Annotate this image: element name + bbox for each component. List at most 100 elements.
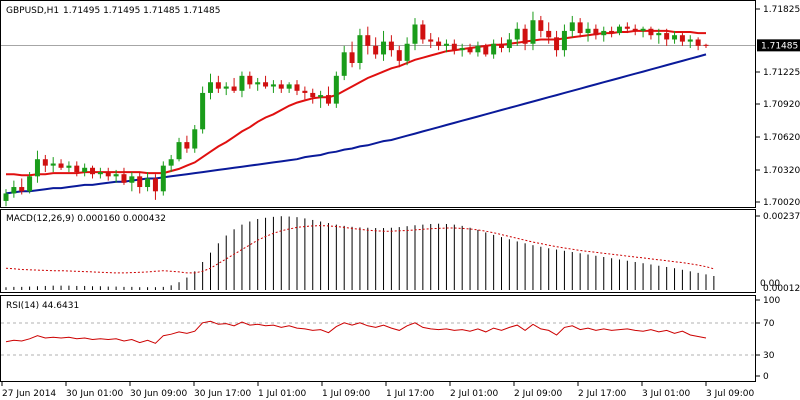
candle-body (325, 95, 331, 104)
candle-body (451, 43, 457, 51)
time-tick: 1 Jul 09:00 (322, 389, 371, 399)
candle-body (42, 159, 48, 166)
time-tick: 1 Jul 17:00 (386, 389, 435, 399)
candle-body (420, 24, 426, 40)
candle-body (585, 28, 591, 34)
candle-body (396, 50, 402, 61)
candle-body (168, 159, 174, 166)
candle-body (129, 176, 135, 183)
macd-signal-line (5, 225, 715, 274)
candle-body (656, 33, 662, 36)
price-axis: 1.71825 1.71225 1.70920 1.70620 1.70320 … (756, 5, 800, 208)
candle-body (648, 28, 654, 36)
rsi-axis: 100 70 30 0 (756, 296, 780, 382)
candle-body (286, 84, 292, 89)
macd-label: MACD(12,26,9) 0.000160 0.000432 (6, 214, 166, 224)
candle-body (34, 159, 40, 177)
time-tick: 30 Jun 01:00 (66, 389, 123, 399)
candle-body (475, 45, 481, 53)
candle-body (19, 187, 25, 192)
time-tick: 2 Jul 17:00 (578, 389, 627, 399)
candle-body (223, 86, 229, 89)
candle-body (561, 30, 567, 51)
ma-fast-line (6, 29, 706, 177)
candle-body (66, 165, 72, 168)
time-tick: 2 Jul 09:00 (514, 389, 563, 399)
candle-body (105, 172, 111, 177)
candle-body (310, 92, 316, 98)
candle-body (239, 75, 245, 91)
candle-body (695, 39, 701, 46)
candle-body (640, 28, 646, 31)
candle-body (278, 84, 284, 89)
price-tick: 1.71825 (763, 5, 800, 15)
chart-symbol: GBPUSD,H1 (6, 6, 59, 16)
candle-body (231, 86, 237, 91)
candle-body (176, 142, 182, 160)
candle-body (609, 30, 615, 34)
candle-body (412, 24, 418, 44)
price-tick: 1.70620 (763, 133, 800, 143)
candle-body (554, 37, 560, 51)
candle-body (82, 167, 88, 173)
candle-body (664, 33, 670, 40)
ma-fast-group (6, 29, 706, 177)
candle-body (349, 52, 355, 63)
candle-body (404, 43, 410, 61)
candle-body (90, 167, 96, 175)
candle-body (530, 20, 536, 44)
candle-body (616, 26, 622, 34)
candle-body (184, 142, 190, 149)
candle-body (459, 48, 465, 51)
candle-body (428, 39, 434, 42)
candle-body (373, 45, 379, 55)
candle-body (58, 163, 64, 168)
candle-body (200, 92, 206, 130)
candle-body (601, 30, 607, 36)
candle-body (97, 172, 103, 175)
candle-body (11, 187, 17, 194)
candle-body (443, 43, 449, 46)
candle-body (546, 30, 552, 38)
rsi-line (5, 320, 707, 344)
candle-body (483, 45, 489, 55)
macd-panel-frame (0, 209, 756, 293)
chart-ohlc: 1.71495 1.71495 1.71485 1.71485 (63, 6, 220, 16)
candle-body (381, 41, 387, 55)
price-tick: 1.71225 (763, 68, 800, 78)
candle-body (467, 48, 473, 53)
macd-tick: 0.002377 (763, 212, 800, 222)
time-tick: 30 Jun 17:00 (194, 389, 251, 399)
candle-body (113, 174, 119, 177)
candle-body (215, 82, 221, 89)
candle-body (499, 43, 505, 49)
price-tick: 1.70320 (763, 166, 800, 176)
candle-body (192, 129, 198, 149)
candle-body (333, 75, 339, 104)
time-axis: 27 Jun 2014 30 Jun 01:00 30 Jun 09:00 30… (1, 382, 755, 399)
candle-body (357, 35, 363, 63)
candle-body (436, 41, 442, 46)
candle-body (255, 82, 261, 85)
candle-body (703, 44, 709, 46)
macd-axis: 0.002377 0.00 0.000128 (756, 212, 800, 294)
candle-body (137, 176, 143, 188)
time-tick: 27 Jun 2014 (2, 389, 56, 399)
candle-body (672, 35, 678, 40)
candles-group (3, 11, 709, 207)
time-tick: 1 Jul 01:00 (258, 389, 307, 399)
candle-body (207, 82, 213, 93)
current-price-tag: 1.71485 (757, 39, 800, 52)
candle-body (514, 28, 520, 40)
candle-body (270, 84, 276, 87)
candle-body (27, 176, 33, 192)
time-tick: 30 Jun 09:00 (130, 389, 187, 399)
time-tick: 2 Jul 01:00 (450, 389, 499, 399)
candle-body (569, 22, 575, 31)
macd-tick: 0.00 (760, 279, 780, 289)
time-tick: 3 Jul 01:00 (642, 389, 691, 399)
candle-body (593, 28, 599, 36)
candle-body (506, 39, 512, 49)
candle-body (522, 28, 528, 44)
